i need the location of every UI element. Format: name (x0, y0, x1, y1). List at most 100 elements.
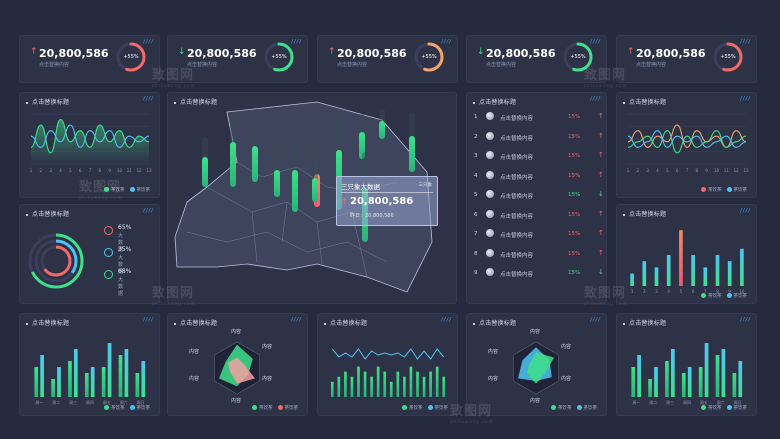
watermark: 致图网 zhituwang.com (152, 286, 196, 306)
panel-title: 点击替换标题 (26, 209, 69, 218)
arrow-down-icon: ↓ (598, 268, 604, 276)
bar (350, 376, 354, 397)
rank-ball-icon (486, 170, 494, 179)
tick-label: 1 (631, 289, 634, 294)
tick-label: 9 (728, 289, 731, 294)
list-item[interactable]: 1 点击替换内容 15% ↑ (474, 109, 606, 127)
progress-ring (713, 42, 743, 72)
panel-title: 点击替换标题 (324, 318, 367, 327)
bar (670, 349, 675, 397)
stat-label: 点击替换内容 (337, 62, 368, 68)
ring-chart (28, 233, 84, 289)
rank-ball-icon (486, 112, 494, 120)
map-column (379, 121, 385, 139)
bar (416, 371, 419, 397)
tooltip-prev: 昨日：20,800,586 (350, 213, 394, 219)
bar (679, 230, 683, 286)
progress-ring (563, 42, 593, 72)
stat-value: 20,800,586 (187, 47, 257, 60)
map-column (252, 146, 258, 182)
bar (73, 349, 78, 397)
panel-marks: //// (143, 317, 154, 323)
tick-label: 2 (40, 168, 43, 173)
list-item[interactable]: 4 点击替换内容 15% ↑ (474, 168, 606, 186)
bar (51, 379, 55, 397)
panel-marks: //// (143, 208, 154, 214)
map-column (312, 178, 318, 202)
tick-label: 周日 (734, 399, 742, 405)
tick-label: 3 (655, 289, 658, 294)
arrow-up-icon: ↑ (598, 151, 604, 159)
series-line (30, 124, 150, 148)
stat-card: //// ↑ 20,800,586 点击替换内容 +55% (317, 35, 458, 83)
tick-label: 11 (724, 168, 730, 173)
watermark: 致图网 zhituwang.com (584, 68, 628, 88)
tick-label: 9 (705, 168, 708, 173)
list-item[interactable]: 5 点击替换内容 15% ↓ (474, 187, 606, 205)
radar-label: 内容 (189, 349, 200, 355)
rank-percent: 15% (568, 192, 581, 198)
bar-chart-2: 周一 周二 周三 周四 周五 周六 周日 (34, 343, 146, 405)
panel-marks: //// (441, 317, 452, 323)
arrow-up-icon: ↑ (598, 112, 604, 120)
rank-text: 点击替换内容 (500, 174, 534, 181)
bar (740, 248, 744, 286)
stat-card: //// ↑ 20,800,586 点击替换内容 +55% (19, 35, 160, 83)
list-item[interactable]: 6 点击替换内容 15% ↑ (474, 207, 606, 225)
rank-ball-icon (486, 248, 494, 257)
map-tooltip: 三只象大数据 三只象 ↑ 20,800,586 昨日：20,800,586 (336, 176, 438, 226)
stat-percent: +55% (570, 54, 586, 60)
panel-marks: //// (590, 96, 601, 102)
bar (654, 367, 658, 397)
bar (631, 367, 636, 397)
rank-index: 9 (474, 270, 478, 276)
panel-radar-1: 点击替换标题 //// 内容 内容 内容 内容 内容 内容 茶饮茶 茶饮茶 (167, 313, 308, 416)
bar (90, 367, 95, 397)
watermark: 致图网 zhituwang.com (152, 68, 196, 88)
list-item[interactable]: 8 点击替换内容 15% ↑ (474, 246, 606, 264)
tick-label: 10 (714, 168, 720, 173)
rank-text: 点击替换内容 (500, 135, 534, 142)
bar (422, 376, 426, 397)
list-item[interactable]: 9 点击替换内容 15% ↓ (474, 265, 606, 283)
rank-text: 点击替换内容 (500, 233, 534, 239)
bar (118, 355, 123, 397)
bar (403, 376, 406, 397)
rank-text: 点击替换内容 (500, 194, 534, 200)
tooltip-title: 三只象大数据 (341, 183, 380, 191)
radar-area (227, 357, 256, 384)
bar (68, 361, 72, 397)
rank-percent: 15% (568, 250, 581, 257)
rank-ball-icon (486, 190, 494, 198)
radar-label: 内容 (262, 376, 273, 382)
bar (738, 361, 743, 397)
bar (665, 361, 669, 397)
bar (344, 371, 347, 397)
stat-card: //// ↓ 20,800,586 点击替换内容 +55% (167, 35, 308, 83)
ring-arc (28, 233, 84, 289)
bar (370, 376, 373, 397)
chart-legend: 茶饮茶 茶饮茶 (701, 405, 747, 411)
rank-percent: 15% (568, 211, 581, 218)
list-item[interactable]: 3 点击替换内容 15% ↑ (474, 148, 606, 166)
bar (135, 373, 140, 397)
bar (396, 371, 400, 397)
line-chart-1: 1 2 3 4 5 6 7 8 9 10 11 12 13 (30, 113, 152, 173)
stat-value: 20,800,586 (337, 47, 407, 60)
list-item[interactable]: 7 点击替换内容 15% ↑ (474, 226, 606, 244)
chart-legend: 茶饮茶 茶饮茶 (104, 405, 150, 411)
progress-ring (116, 42, 146, 72)
rank-ball-icon (486, 151, 494, 159)
rank-text: 点击替换内容 (500, 155, 534, 161)
watermark: 致图网 zhituwang.com (450, 404, 494, 424)
radar-area (526, 352, 555, 384)
bar-chart-4: 周一 周二 周三 周四 周五 周六 周日 (631, 343, 743, 405)
tick-label: 6 (692, 289, 695, 294)
map-column (202, 157, 208, 187)
panel-marks: //// (590, 39, 601, 45)
panel-bar-chart-right: 点击替换标题 //// 1 2 3 4 5 6 7 8 9 10 茶饮茶 茶饮茶 (616, 204, 757, 304)
list-item[interactable]: 2 点击替换内容 15% ↑ (474, 129, 606, 147)
bar-chart-3 (330, 348, 446, 397)
bar (654, 267, 659, 286)
tick-label: 10 (739, 289, 745, 294)
